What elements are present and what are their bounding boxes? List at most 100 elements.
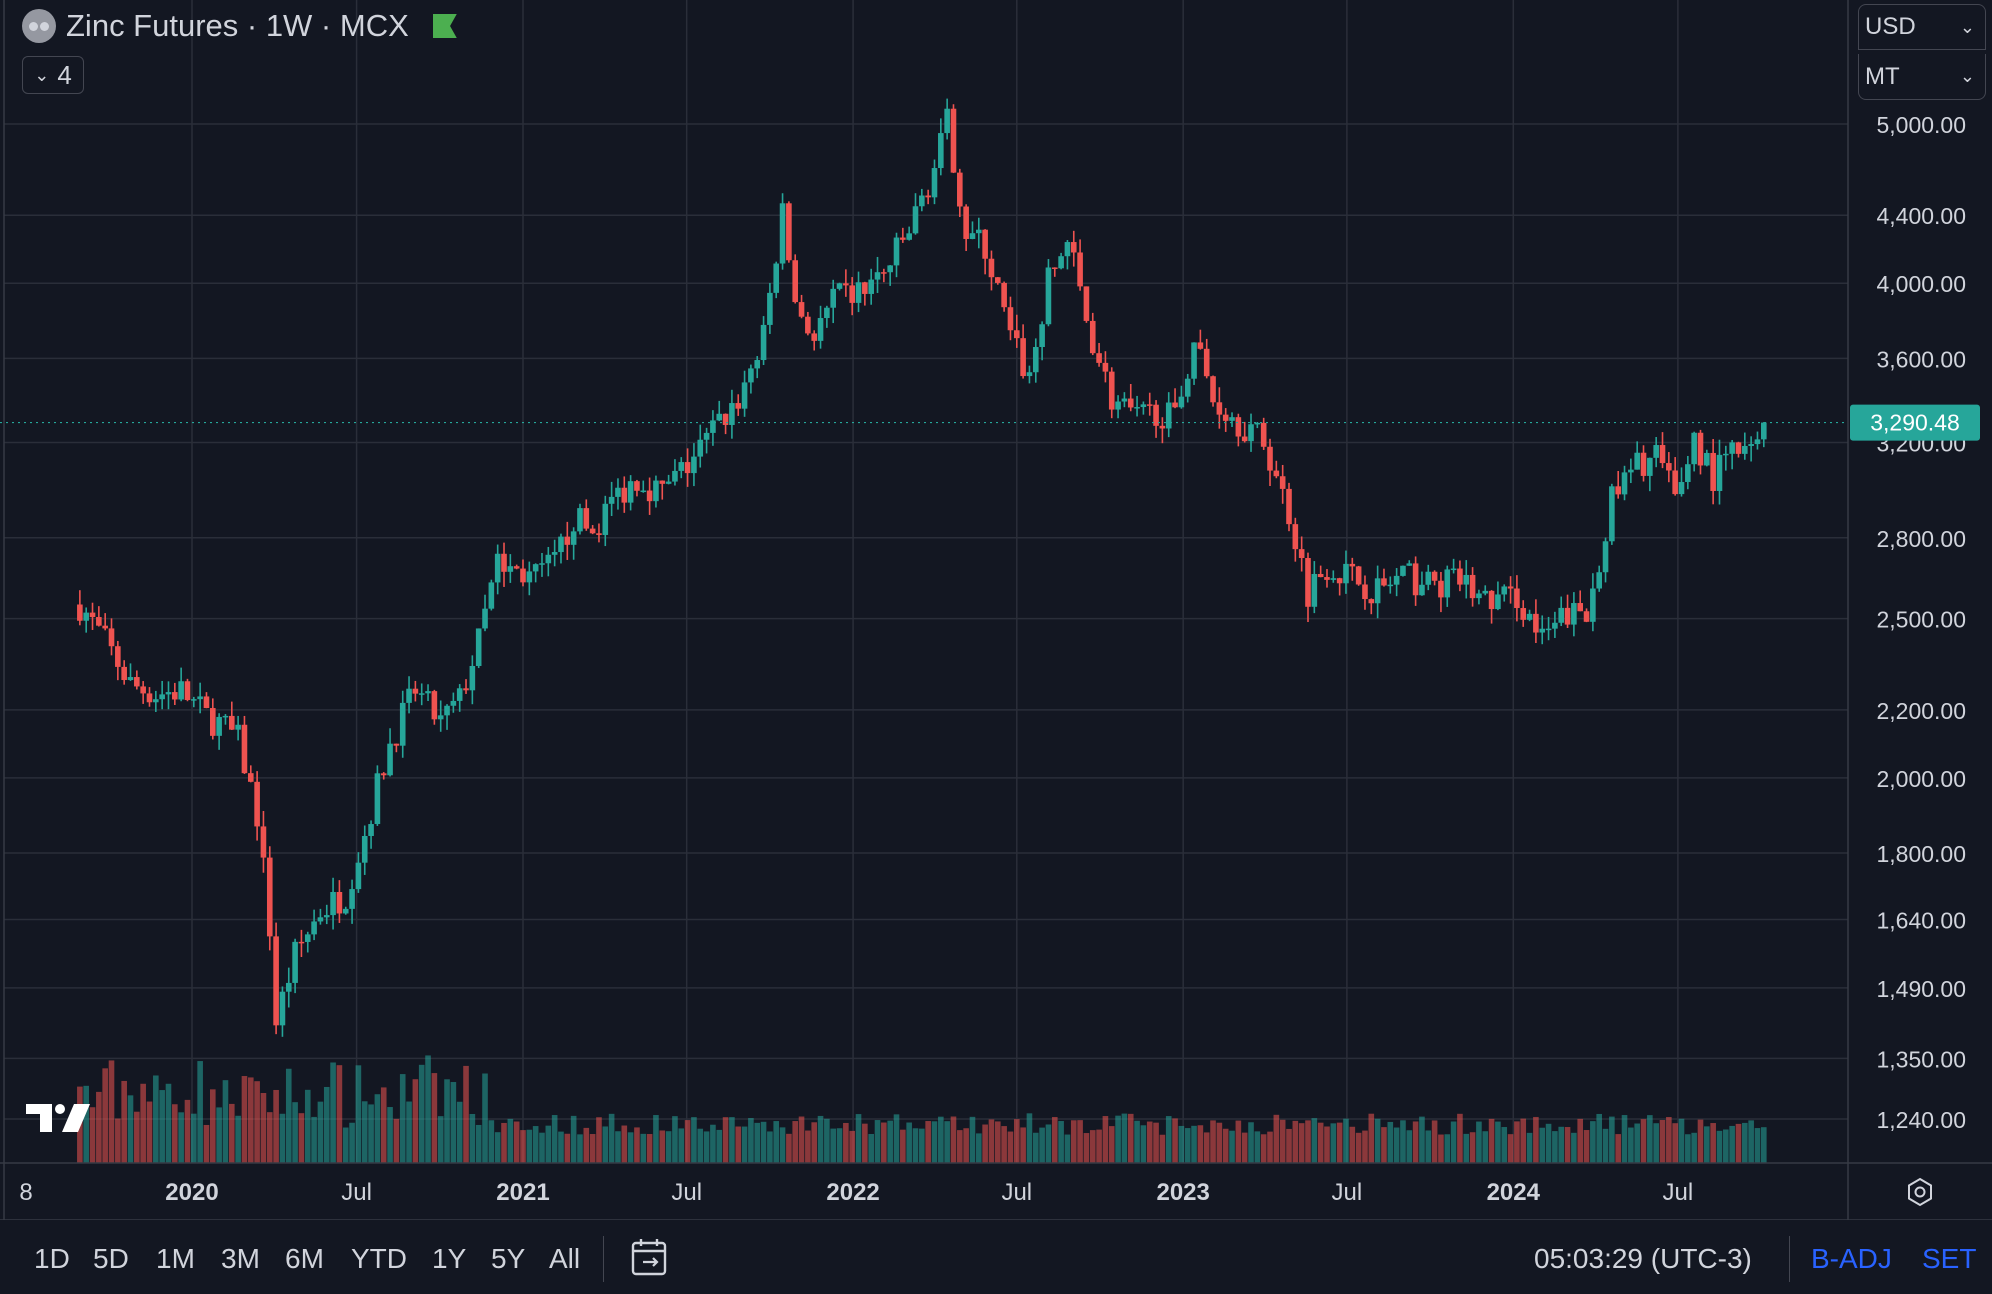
volume-bar	[1431, 1120, 1438, 1163]
volume-bar	[1697, 1119, 1704, 1163]
volume-bar	[773, 1121, 780, 1163]
candle-body	[1165, 402, 1172, 429]
volume-bar	[900, 1129, 906, 1163]
candle-body	[893, 237, 900, 266]
candle-body	[646, 490, 653, 502]
volume-bar	[1039, 1127, 1045, 1163]
candle-body	[1723, 453, 1729, 456]
range-ytd-button[interactable]: YTD	[351, 1243, 407, 1274]
volume-bar	[159, 1090, 165, 1163]
symbol-legend[interactable]: Zinc Futures · 1W · MCX	[22, 8, 457, 44]
range-5d-button[interactable]: 5D	[93, 1243, 129, 1274]
currency-select[interactable]: USD ⌄	[1858, 4, 1986, 50]
unit-select[interactable]: MT ⌄	[1858, 54, 1986, 100]
range-1y-button[interactable]: 1Y	[432, 1243, 467, 1274]
volume-bar	[1134, 1120, 1140, 1163]
range-3m-button[interactable]: 3M	[221, 1243, 260, 1274]
indicators-collapse-button[interactable]: ⌄ 4	[22, 56, 84, 94]
candle-body	[1640, 452, 1647, 476]
flag-icon[interactable]	[432, 14, 457, 38]
volume-bar	[1317, 1122, 1324, 1163]
price-tick-label: 1,490.00	[1876, 976, 1966, 1002]
candle-body	[77, 604, 83, 621]
candle-body	[1533, 613, 1539, 633]
candle-body	[184, 681, 191, 700]
volume-bar	[140, 1083, 146, 1163]
candle-body	[938, 133, 944, 169]
candle-body	[976, 229, 982, 234]
volume-bar	[1222, 1128, 1229, 1163]
volume-bar	[1425, 1130, 1432, 1163]
price-axis[interactable]: 1,240.00 1,350.00 1,490.00 1,640.00 1,800.00…	[1876, 112, 1966, 1133]
price-tick-label: 2,500.00	[1876, 607, 1966, 633]
exchange-clock[interactable]: 05:03:29 (UTC-3)	[1534, 1243, 1752, 1274]
volume-bar	[1571, 1132, 1577, 1163]
volume-bar	[906, 1122, 912, 1163]
candle-body	[1108, 371, 1115, 410]
volume-bar	[222, 1080, 229, 1163]
candle-body	[1526, 613, 1533, 620]
volume-bar	[1621, 1115, 1628, 1163]
time-axis[interactable]: 8 2020 Jul 2021 Jul 2022 Jul 2023 Jul 2024 Jul	[19, 1179, 1693, 1206]
go-to-date-calendar-icon[interactable]	[630, 1236, 670, 1278]
price-tick-label: 1,800.00	[1876, 841, 1966, 867]
volume-bar	[754, 1122, 761, 1163]
price-tick-label: 2,000.00	[1876, 766, 1966, 792]
candle-body	[1368, 599, 1375, 604]
volume-bar	[1191, 1125, 1197, 1163]
candle-body	[532, 564, 539, 572]
volume-bar	[304, 1089, 311, 1163]
volume-bar	[260, 1092, 267, 1163]
candle-body	[1571, 603, 1577, 625]
range-all-button[interactable]: All	[549, 1243, 581, 1274]
candle-body	[735, 403, 742, 409]
candle-body	[684, 462, 691, 474]
volume-bar	[425, 1055, 431, 1163]
range-6m-button[interactable]: 6M	[285, 1243, 324, 1274]
volume-bar	[1640, 1119, 1647, 1163]
volume-bar	[1463, 1133, 1470, 1163]
candle-body	[1317, 573, 1324, 578]
candle-body	[241, 724, 248, 774]
volume-bar	[1305, 1120, 1311, 1163]
volume-bar	[760, 1121, 767, 1163]
candle-body	[1514, 588, 1520, 609]
candle-body	[716, 413, 723, 421]
candle-body	[1203, 348, 1210, 377]
zinc-symbol-icon	[22, 9, 56, 43]
volume-bar	[1026, 1113, 1033, 1163]
candle-body	[507, 566, 514, 572]
candle-body	[1558, 607, 1565, 623]
range-5y-button[interactable]: 5Y	[491, 1243, 526, 1274]
price-tick-label: 2,200.00	[1876, 698, 1966, 724]
range-1m-button[interactable]: 1M	[156, 1243, 195, 1274]
candle-body	[1393, 575, 1400, 585]
candle-body	[969, 233, 976, 239]
volume-bar	[501, 1122, 507, 1163]
volume-bar	[153, 1075, 159, 1163]
candle-body	[1754, 439, 1761, 445]
range-1d-button[interactable]: 1D	[34, 1243, 70, 1274]
candle-body	[906, 233, 912, 240]
volume-bar	[1710, 1123, 1716, 1163]
back-adjustment-toggle[interactable]: B-ADJ	[1811, 1243, 1892, 1274]
volume-bar	[1444, 1134, 1451, 1163]
candle-body	[1064, 242, 1071, 257]
candle-body	[811, 333, 818, 341]
volume-bar	[963, 1128, 969, 1163]
candle-body	[494, 553, 501, 583]
toolbar-separator	[1789, 1236, 1790, 1282]
volume-bar	[1172, 1118, 1178, 1163]
volume-bar	[1685, 1134, 1691, 1163]
price-tick-label: 1,640.00	[1876, 907, 1966, 933]
candle-body	[691, 456, 697, 474]
candle-body	[412, 688, 419, 694]
candle-body	[1013, 330, 1020, 339]
volume-bar	[1406, 1130, 1413, 1163]
candle-body	[982, 229, 988, 259]
settlement-toggle[interactable]: SET	[1922, 1243, 1977, 1274]
volume-bar	[1058, 1121, 1064, 1163]
settings-gear-icon[interactable]	[1904, 1176, 1936, 1208]
candle-body	[469, 665, 476, 691]
